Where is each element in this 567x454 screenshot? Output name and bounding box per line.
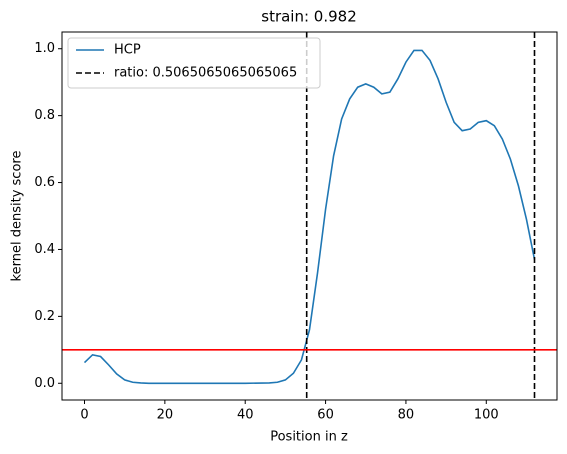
y-tick-label: 0.0 bbox=[34, 376, 55, 391]
legend-label: HCP bbox=[114, 43, 141, 58]
y-tick-label: 0.4 bbox=[34, 242, 55, 257]
legend-label: ratio: 0.5065065065065065 bbox=[114, 66, 297, 81]
plot-frame bbox=[61, 31, 558, 401]
x-tick-label: 40 bbox=[237, 408, 254, 423]
x-axis-label: Position in z bbox=[270, 430, 348, 445]
legend-box bbox=[67, 37, 321, 89]
y-tick-label: 0.8 bbox=[34, 108, 55, 123]
x-tick-label: 0 bbox=[80, 408, 88, 423]
chart-title: strain: 0.982 bbox=[261, 8, 357, 26]
x-tick-label: 60 bbox=[317, 408, 334, 423]
line bbox=[83, 49, 536, 385]
y-tick-label: 1.0 bbox=[34, 41, 55, 56]
y-tick-label: 0.6 bbox=[34, 175, 55, 190]
x-tick-label: 100 bbox=[474, 408, 499, 423]
x-tick-label: 80 bbox=[398, 408, 415, 423]
x-tick-label: 20 bbox=[157, 408, 174, 423]
y-axis-label: kernel density score bbox=[10, 151, 25, 282]
y-tick-label: 0.2 bbox=[34, 309, 55, 324]
